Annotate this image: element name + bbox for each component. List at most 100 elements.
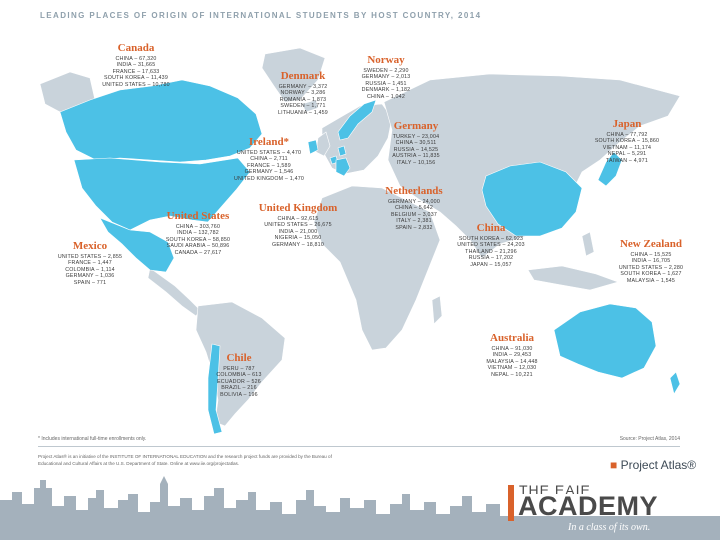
south-america bbox=[195, 301, 286, 427]
origin-row: FRANCE – 1,447 bbox=[68, 260, 112, 267]
origin-row: NORWAY – 3,286 bbox=[280, 90, 326, 97]
academy-tagline: In a class of its own. bbox=[568, 522, 651, 533]
country-block-norway: Norway SWEDEN – 2,290 GERMANY – 2,013 RU… bbox=[348, 54, 424, 100]
germany-shape bbox=[335, 157, 351, 177]
origin-row: ROMANIA – 1,873 bbox=[279, 96, 327, 103]
central-america bbox=[147, 267, 201, 317]
source-note: Source: Project Atlas, 2014 bbox=[619, 436, 680, 442]
origin-row: CHINA – 77,792 bbox=[606, 132, 648, 138]
origin-row: CHINA – 1,042 bbox=[367, 93, 405, 100]
origin-row: CHINA – 92,615 bbox=[277, 216, 319, 222]
origin-row: CANADA – 27,617 bbox=[174, 249, 222, 256]
about-text: Project Atlas® is an initiative of the I… bbox=[38, 454, 332, 466]
country-block-denmark: Denmark GERMANY – 3,372 NORWAY – 3,286 R… bbox=[264, 70, 342, 116]
origin-row: PERU – 787 bbox=[223, 366, 255, 372]
africa bbox=[313, 185, 441, 351]
origin-row: GERMANY – 2,013 bbox=[361, 74, 411, 81]
origin-row: GERMANY – 1,036 bbox=[65, 273, 115, 280]
origin-row: ECUADOR – 526 bbox=[217, 378, 261, 385]
host-countries bbox=[59, 79, 681, 435]
indonesia bbox=[527, 265, 619, 291]
origin-row: UNITED STATES – 2,855 bbox=[57, 254, 123, 260]
madagascar bbox=[431, 295, 443, 325]
country-name-mexico: Mexico bbox=[72, 240, 108, 252]
origin-row: RUSSIA – 17,202 bbox=[468, 255, 514, 262]
country-block-japan: Japan CHINA – 77,792 SOUTH KOREA – 15,86… bbox=[582, 118, 672, 164]
country-name-united-kingdom: United Kingdom bbox=[258, 202, 338, 214]
greenland bbox=[261, 47, 326, 103]
origin-row: UNITED STATES – 26,675 bbox=[264, 222, 332, 229]
origin-row: ITALY – 2,381 bbox=[396, 218, 432, 225]
origin-row: VIETNAM – 11,174 bbox=[602, 144, 652, 151]
origin-row: FRANCE – 1,589 bbox=[247, 162, 291, 169]
origin-row: SPAIN – 771 bbox=[73, 279, 107, 286]
new-zealand-shape bbox=[669, 371, 681, 395]
origin-row: CHINA – 91,030 bbox=[491, 346, 533, 352]
origin-row: TURKEY – 23,004 bbox=[392, 134, 440, 140]
project-atlas-logo-text: Project Atlas® bbox=[620, 458, 697, 472]
origin-row: SOUTH KOREA – 1,627 bbox=[620, 271, 682, 278]
country-name-netherlands: Netherlands bbox=[385, 185, 443, 197]
academy-logo: ACADEMY bbox=[518, 491, 659, 521]
origin-row: TAIWAN – 4,971 bbox=[606, 157, 648, 164]
origin-row: BELGIUM – 3,037 bbox=[391, 211, 437, 218]
origin-row: UNITED STATES – 2,280 bbox=[618, 264, 684, 271]
country-name-japan: Japan bbox=[612, 118, 642, 130]
origin-row: GERMANY – 3,372 bbox=[278, 84, 328, 90]
iceland bbox=[301, 99, 319, 113]
country-block-new-zealand: New Zealand CHINA – 15,525 INDIA – 16,70… bbox=[604, 238, 698, 284]
origin-row: CHINA – 67,320 bbox=[115, 56, 157, 62]
project-atlas-logo: ■ Project Atlas® bbox=[610, 458, 696, 472]
origin-row: SWEDEN – 1,771 bbox=[280, 103, 326, 110]
origin-row: GERMANY – 1,546 bbox=[244, 169, 294, 176]
origin-row: SPAIN – 2,832 bbox=[395, 224, 433, 231]
origin-row: SAUDI ARABIA – 50,896 bbox=[166, 243, 230, 250]
country-block-ireland: Ireland* UNITED STATES – 4,470 CHINA – 2… bbox=[226, 136, 312, 182]
origin-row: SOUTH KOREA – 62,923 bbox=[458, 236, 524, 242]
atlas-logo-icon: ■ bbox=[610, 458, 618, 472]
origin-row: SOUTH KOREA – 15,860 bbox=[594, 138, 660, 145]
norway-shape bbox=[337, 99, 377, 141]
origin-row: AUSTRIA – 11,835 bbox=[392, 153, 440, 160]
origin-row: SOUTH KOREA – 58,850 bbox=[165, 236, 231, 243]
country-name-chile: Chile bbox=[226, 352, 252, 364]
origin-row: RUSSIA – 1,451 bbox=[365, 80, 407, 87]
country-name-norway: Norway bbox=[367, 54, 405, 66]
origin-row: MALAYSIA – 14,448 bbox=[486, 358, 538, 365]
origin-row: VIETNAM – 12,030 bbox=[487, 365, 537, 372]
country-block-mexico: Mexico UNITED STATES – 2,855 FRANCE – 1,… bbox=[52, 240, 128, 286]
origin-row: GERMANY – 24,000 bbox=[388, 199, 440, 205]
origin-row: INDIA – 132,782 bbox=[177, 230, 219, 237]
origin-row: INDIA – 16,705 bbox=[631, 258, 671, 265]
philippines bbox=[581, 231, 595, 257]
origin-row: RUSSIA – 14,525 bbox=[393, 146, 439, 153]
page-title: LEADING PLACES OF ORIGIN OF INTERNATIONA… bbox=[40, 11, 482, 20]
country-block-united-states: United States CHINA – 303,760 INDIA – 13… bbox=[150, 210, 246, 256]
origin-row: UNITED KINGDOM – 1,470 bbox=[233, 175, 305, 182]
country-name-canada: Canada bbox=[117, 42, 155, 54]
country-name-china: China bbox=[476, 222, 506, 234]
origin-row: NEPAL – 10,221 bbox=[491, 371, 533, 378]
ireland-shape bbox=[307, 139, 319, 155]
origin-row: GERMANY – 18,810 bbox=[272, 241, 324, 248]
origin-row: LITHUANIA – 1,459 bbox=[278, 109, 328, 116]
country-block-germany: Germany TURKEY – 23,004 CHINA – 30,511 R… bbox=[378, 120, 454, 166]
country-name-australia: Australia bbox=[490, 332, 534, 344]
origin-row: UNITED STATES – 24,203 bbox=[457, 242, 525, 249]
origin-row: DENMARK – 1,182 bbox=[361, 87, 411, 94]
country-block-netherlands: Netherlands GERMANY – 24,000 CHINA – 5,6… bbox=[372, 185, 456, 231]
denmark-shape bbox=[337, 145, 347, 157]
origin-row: SWEDEN – 2,290 bbox=[363, 68, 409, 74]
origin-row: THAILAND – 21,296 bbox=[465, 248, 517, 255]
origin-row: SOUTH KOREA – 11,439 bbox=[104, 75, 168, 82]
divider bbox=[38, 446, 680, 447]
europe bbox=[321, 103, 393, 175]
japan-shape bbox=[597, 151, 623, 187]
united-states-shape bbox=[73, 157, 251, 231]
mexico-shape bbox=[99, 217, 175, 273]
origin-row: INDIA – 21,000 bbox=[278, 228, 318, 235]
origin-row: CHINA – 2,711 bbox=[250, 156, 288, 163]
country-block-chile: Chile PERU – 787 COLOMBIA – 613 ECUADOR … bbox=[204, 352, 274, 398]
footnote: * Includes international full-time enrol… bbox=[38, 436, 147, 442]
